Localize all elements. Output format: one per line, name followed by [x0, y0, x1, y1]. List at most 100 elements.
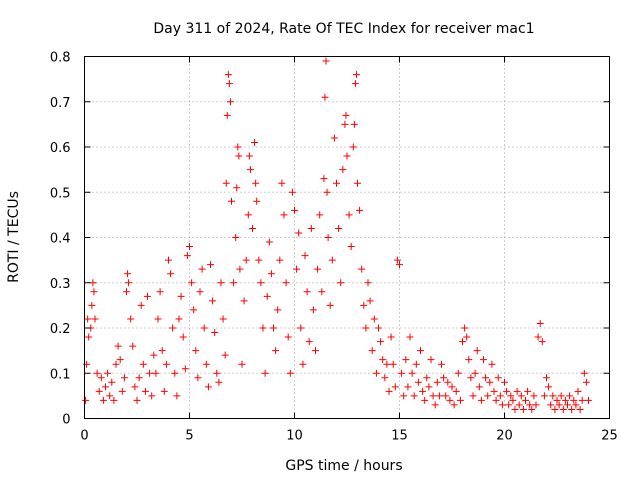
data-point [88, 301, 96, 309]
data-point [461, 324, 469, 332]
data-point [200, 324, 208, 332]
y-tick-label: 0.3 [50, 277, 71, 292]
data-point [93, 369, 101, 377]
data-point [91, 315, 99, 323]
data-point [278, 179, 286, 187]
data-point [125, 279, 133, 287]
y-tick-label: 0.5 [50, 186, 71, 201]
data-point [181, 365, 189, 373]
data-point [498, 401, 506, 409]
data-point [297, 324, 305, 332]
data-point [114, 342, 122, 350]
data-point [496, 392, 504, 400]
data-point [295, 229, 303, 237]
data-point [183, 252, 191, 260]
data-point [400, 392, 408, 400]
data-point [574, 387, 582, 395]
data-point [110, 396, 118, 404]
data-point [375, 324, 382, 332]
data-point [446, 396, 454, 404]
data-point [309, 306, 317, 314]
data-point [501, 378, 508, 386]
data-point [240, 297, 248, 305]
data-point [280, 211, 288, 219]
data-point [120, 374, 128, 382]
data-point [463, 333, 471, 341]
data-point [204, 383, 212, 391]
data-point [213, 369, 221, 377]
data-point [186, 243, 193, 251]
data-point [351, 80, 359, 88]
data-point [238, 360, 246, 368]
data-point [452, 387, 460, 395]
data-point [265, 238, 273, 246]
data-point [477, 396, 485, 404]
data-point [507, 392, 515, 400]
data-point [249, 224, 256, 232]
data-point [364, 279, 372, 287]
data-point [484, 392, 492, 400]
data-point [389, 360, 397, 368]
data-point [158, 347, 166, 355]
data-point [146, 369, 154, 377]
data-points [82, 57, 592, 413]
data-point [576, 405, 584, 413]
data-point [503, 387, 511, 395]
data-point [419, 387, 427, 395]
data-point [358, 265, 366, 273]
data-point [162, 360, 170, 368]
data-point [233, 184, 241, 192]
data-point [131, 383, 139, 391]
y-tick-label: 0.4 [50, 232, 71, 247]
data-point [148, 392, 156, 400]
data-point [307, 224, 315, 232]
data-point [99, 396, 107, 404]
y-tick-label: 0 [62, 413, 70, 428]
data-point [467, 374, 475, 382]
data-point [276, 256, 284, 264]
data-point [557, 392, 565, 400]
data-point [425, 383, 433, 391]
data-point [150, 351, 158, 359]
data-point [291, 206, 298, 214]
data-point [156, 288, 164, 296]
data-point [284, 333, 292, 341]
data-point [526, 401, 534, 409]
data-point [217, 279, 225, 287]
data-point [314, 265, 322, 273]
data-point [194, 374, 202, 382]
data-point [383, 360, 391, 368]
data-point [299, 360, 307, 368]
data-point [286, 369, 294, 377]
data-point [104, 369, 112, 377]
data-point [532, 401, 540, 409]
y-tick-labels: 0 0.1 0.2 0.3 0.4 0.5 0.6 0.7 0.8 [50, 51, 71, 428]
data-point [335, 224, 343, 232]
data-point [559, 405, 567, 413]
data-point [252, 179, 260, 187]
data-point [530, 392, 538, 400]
data-point [198, 265, 206, 273]
data-point [160, 387, 168, 395]
data-point [429, 392, 437, 400]
data-point [385, 387, 393, 395]
data-point [471, 369, 479, 377]
data-point [524, 387, 532, 395]
data-point [235, 152, 243, 160]
data-point [572, 401, 580, 409]
data-point [188, 279, 196, 287]
data-point [324, 234, 332, 241]
data-point [90, 288, 98, 296]
data-point [566, 392, 574, 400]
data-point [343, 152, 351, 160]
data-point [545, 383, 553, 391]
data-point [267, 270, 275, 278]
data-point [84, 315, 92, 323]
data-point [222, 179, 230, 187]
data-point [320, 175, 328, 183]
data-point [245, 152, 253, 160]
data-point [534, 333, 542, 341]
data-point [215, 378, 223, 386]
data-point [368, 347, 376, 355]
data-point [251, 138, 259, 146]
